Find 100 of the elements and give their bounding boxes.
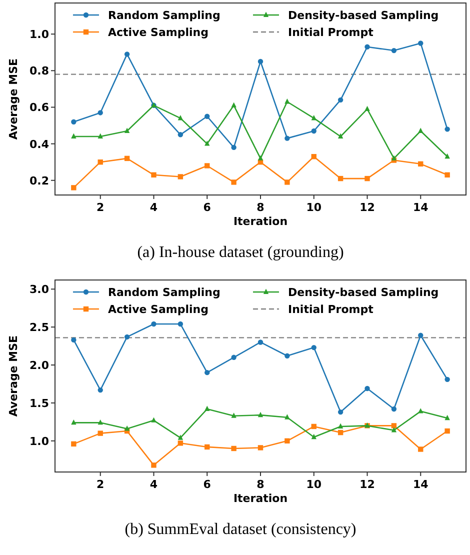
point — [418, 408, 424, 414]
point — [98, 430, 103, 436]
y-tick-label: 1.5 — [30, 396, 49, 410]
x-tick-label: 14 — [412, 478, 429, 491]
point — [178, 440, 184, 446]
point — [418, 332, 424, 338]
point — [98, 387, 103, 393]
point — [204, 370, 210, 376]
point — [418, 161, 424, 167]
y-tick-label: 2.0 — [30, 358, 50, 372]
point — [311, 115, 316, 120]
point — [391, 427, 397, 432]
point — [178, 321, 184, 327]
point — [151, 172, 156, 178]
point — [338, 133, 344, 138]
point — [364, 176, 370, 182]
point — [444, 126, 450, 132]
legend-label: Initial Prompt — [288, 26, 374, 39]
y-tick-label: 0.6 — [30, 101, 50, 114]
y-tick-label: 1.0 — [30, 28, 50, 42]
point — [231, 102, 236, 108]
legend-label: Active Sampling — [108, 26, 208, 39]
text: (a) In-house dataset (grounding) — [137, 244, 344, 261]
legend-label: Active Sampling — [108, 303, 208, 316]
y-axis-title: Average MSE — [7, 58, 20, 140]
point — [151, 417, 156, 422]
point — [364, 386, 370, 392]
point — [311, 424, 316, 430]
point — [418, 40, 424, 46]
y-tick-label: 0.4 — [30, 138, 50, 151]
point — [204, 114, 210, 119]
point — [204, 406, 210, 412]
point — [71, 185, 76, 190]
point — [204, 163, 210, 168]
x-tick-label: 8 — [256, 201, 264, 214]
point — [124, 52, 130, 57]
point — [231, 412, 236, 418]
y-tick-label: 3.0 — [30, 283, 50, 296]
point — [338, 423, 344, 428]
point — [311, 154, 316, 160]
point — [284, 353, 290, 358]
legend-label: Random Sampling — [108, 286, 220, 299]
point — [284, 136, 290, 141]
point — [124, 128, 130, 133]
point — [178, 174, 184, 180]
legend-label: Initial Prompt — [288, 303, 374, 316]
x-tick-label: 10 — [306, 478, 322, 491]
y-tick-label: 2.5 — [30, 321, 49, 334]
point — [444, 153, 450, 159]
point — [204, 444, 210, 450]
point — [204, 140, 210, 146]
point — [71, 419, 76, 425]
point — [98, 419, 103, 425]
point — [258, 445, 264, 450]
x-tick-label: 8 — [256, 478, 264, 491]
point — [71, 119, 76, 124]
point — [418, 128, 424, 133]
point — [418, 446, 424, 452]
point — [311, 128, 316, 134]
point — [311, 344, 316, 350]
point — [178, 132, 184, 138]
x-tick-label: 4 — [150, 478, 158, 491]
point — [258, 155, 264, 160]
point — [178, 434, 184, 440]
x-tick-label: 2 — [96, 201, 104, 214]
x-tick-label: 6 — [203, 201, 212, 214]
point — [338, 409, 344, 415]
point — [71, 337, 76, 343]
y-tick-label: 1.0 — [30, 434, 50, 448]
x-tick-label: 14 — [412, 201, 429, 214]
point — [391, 423, 397, 428]
y-axis-title: Average MSE — [7, 335, 20, 417]
text: (b) SummEval dataset (consistency) — [124, 521, 356, 538]
point — [71, 441, 76, 447]
x-axis-title: Iteration — [233, 215, 288, 228]
point — [444, 428, 450, 434]
point — [391, 48, 397, 54]
y-tick-label: 0.2 — [30, 174, 49, 188]
point — [231, 144, 236, 150]
point — [151, 462, 156, 468]
point — [284, 180, 290, 185]
point — [338, 176, 344, 182]
point — [311, 434, 316, 440]
point — [444, 376, 450, 382]
point — [284, 414, 290, 420]
point — [231, 446, 236, 452]
point — [284, 98, 290, 104]
point — [124, 156, 130, 162]
point — [284, 438, 290, 444]
point — [124, 334, 130, 340]
point — [231, 180, 236, 185]
x-tick-label: 12 — [360, 478, 375, 491]
point — [391, 406, 397, 412]
legend-label: Density-based Sampling — [288, 9, 439, 22]
point — [364, 44, 370, 50]
y-tick-label: 0.8 — [30, 64, 49, 78]
x-tick-label: 6 — [203, 478, 212, 491]
point — [258, 340, 264, 345]
x-tick-label: 4 — [150, 201, 158, 214]
point — [444, 414, 450, 420]
